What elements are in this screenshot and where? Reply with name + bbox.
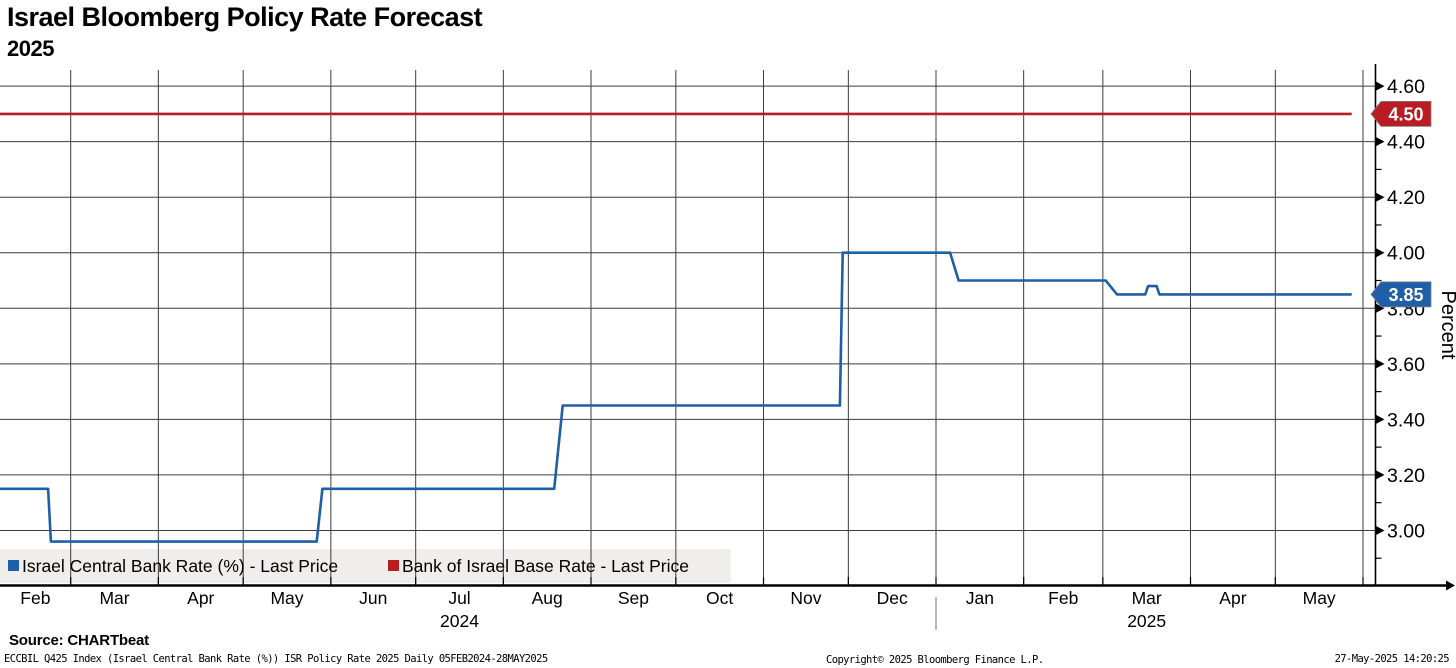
legend-label: Bank of Israel Base Rate - Last Price: [402, 556, 689, 576]
y-major-tick-arrow: [1376, 81, 1385, 91]
x-year-label: 2024: [440, 611, 479, 631]
y-major-tick-arrow: [1376, 303, 1385, 313]
x-month-label: Aug: [532, 588, 563, 608]
y-tick-label: 4.00: [1387, 243, 1425, 265]
y-tick-label: 4.20: [1387, 187, 1425, 209]
chart-title: Israel Bloomberg Policy Rate Forecast: [7, 2, 483, 32]
copyright-text: Copyright© 2025 Bloomberg Finance L.P.: [826, 654, 1044, 666]
source-label: Source: CHARTbeat: [9, 632, 149, 649]
x-month-label: Dec: [877, 588, 908, 608]
last-price-badge-label: 4.50: [1388, 104, 1423, 124]
y-major-tick-arrow: [1376, 137, 1385, 147]
y-axis-title: Percent: [1437, 291, 1456, 360]
legend-swatch: [8, 560, 19, 571]
x-month-label: Jul: [448, 588, 470, 608]
x-month-label: May: [270, 588, 303, 608]
x-month-label: Apr: [187, 588, 214, 608]
y-major-tick-arrow: [1376, 414, 1385, 424]
last-price-badge-label: 3.85: [1388, 285, 1423, 305]
x-month-label: Feb: [20, 588, 50, 608]
chart-subtitle: 2025: [7, 36, 54, 61]
x-axis-arrow: [1446, 580, 1455, 591]
x-month-label: Jun: [359, 588, 387, 608]
x-month-label: Sep: [618, 588, 649, 608]
y-tick-label: 4.60: [1387, 76, 1425, 98]
legend-swatch: [388, 560, 399, 571]
y-tick-label: 4.40: [1387, 132, 1425, 154]
x-month-label: Oct: [706, 588, 733, 608]
y-major-tick-arrow: [1376, 248, 1385, 258]
y-tick-label: 3.20: [1387, 465, 1425, 487]
timestamp-text: 27-May-2025 14:20:25: [1334, 653, 1450, 665]
y-major-tick-arrow: [1376, 192, 1385, 202]
x-month-label: Mar: [99, 588, 129, 608]
x-month-label: Jan: [966, 588, 994, 608]
legend-box: [0, 549, 731, 583]
y-tick-label: 3.40: [1387, 409, 1425, 431]
series-line: [0, 251, 1352, 543]
x-month-label: May: [1303, 588, 1336, 608]
y-major-tick-arrow: [1376, 470, 1385, 480]
x-month-label: Mar: [1132, 588, 1162, 608]
y-tick-label: 3.00: [1387, 520, 1425, 542]
last-price-badge: [1370, 281, 1432, 308]
legend-label: Israel Central Bank Rate (%) - Last Pric…: [22, 556, 338, 576]
x-month-label: Nov: [790, 588, 821, 608]
x-month-label: Feb: [1048, 588, 1078, 608]
last-price-badge: [1370, 100, 1432, 127]
x-year-label: 2025: [1127, 611, 1166, 631]
x-month-label: Apr: [1219, 588, 1246, 608]
y-major-tick-arrow: [1376, 359, 1385, 369]
y-major-tick-arrow: [1376, 525, 1385, 535]
security-meta-text: ECCBIL Q425 Index (Israel Central Bank R…: [4, 653, 548, 665]
y-tick-label: 3.60: [1387, 354, 1425, 376]
